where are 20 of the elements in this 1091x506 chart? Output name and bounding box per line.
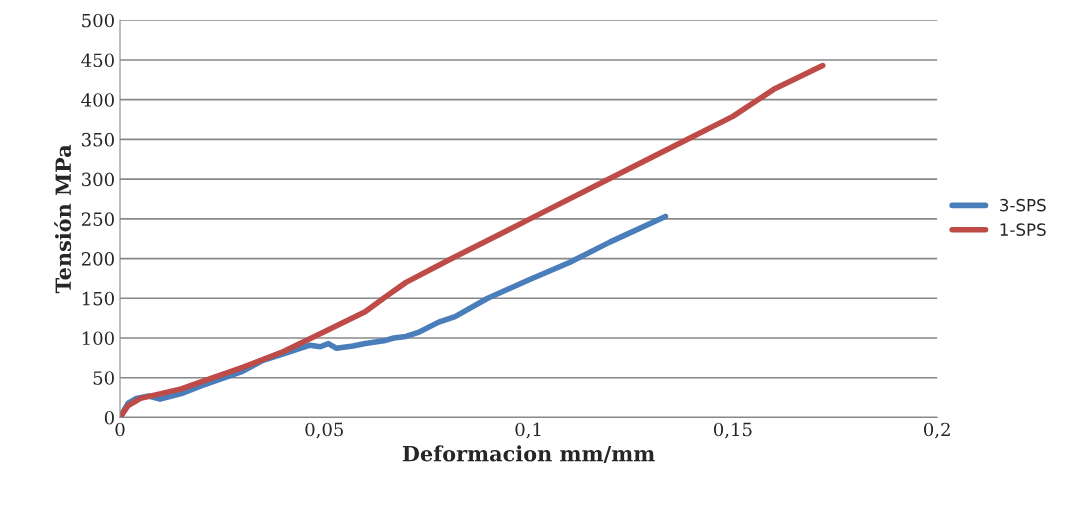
y-tick-label: 500: [82, 13, 114, 28]
legend-label: 3-SPS: [1000, 198, 1046, 212]
y-tick-label: 50: [93, 371, 114, 385]
y-tick-label: 200: [81, 252, 114, 266]
y-tick-label: 150: [82, 291, 114, 306]
y-tick-label: 450: [81, 53, 114, 68]
y-tick-label: 400: [81, 93, 114, 107]
y-tick-label: 250: [81, 212, 114, 226]
y-tick-label: 0: [104, 410, 114, 425]
x-tick-label: 0,2: [924, 422, 950, 439]
x-tick-label: 0,15: [713, 422, 752, 439]
y-tick-label: 350: [82, 132, 114, 147]
x-tick-label: 0,1: [515, 422, 541, 439]
legend-label: 1-SPS: [1000, 223, 1046, 236]
y-axis-title: Tensión MPa: [54, 144, 72, 294]
y-tick-label: 300: [82, 172, 114, 187]
x-tick-label: 0,05: [305, 422, 344, 439]
x-tick-label: 0: [115, 422, 125, 437]
x-axis-title: Deformacion mm/mm: [402, 445, 655, 464]
y-tick-label: 100: [82, 331, 114, 346]
